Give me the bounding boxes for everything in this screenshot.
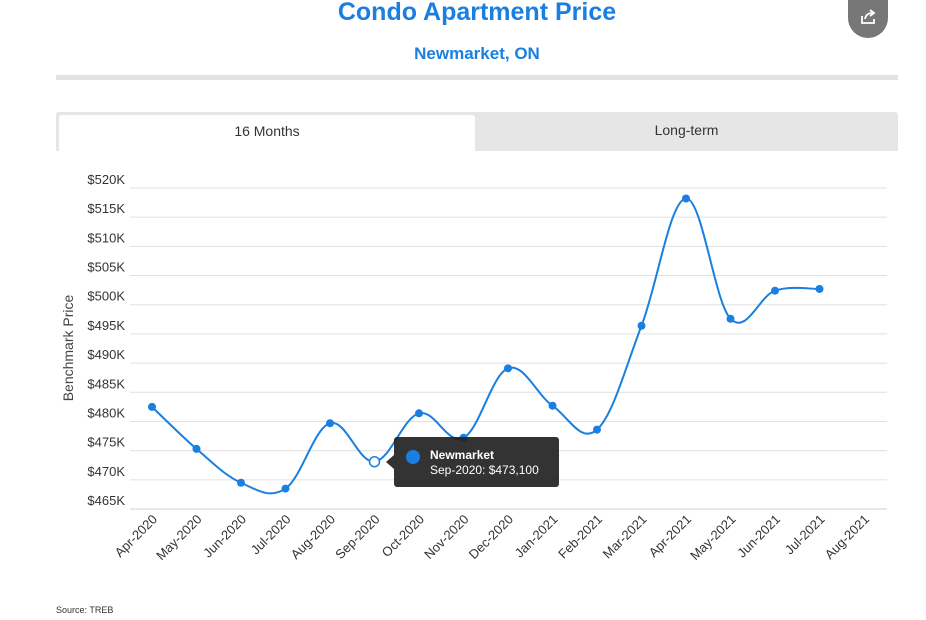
data-point[interactable] [326, 419, 334, 428]
data-point[interactable] [281, 484, 290, 493]
y-axis-label: Benchmark Price [60, 294, 76, 401]
data-point[interactable] [415, 409, 423, 418]
x-tick-label: Dec-2020 [466, 512, 516, 562]
x-tick-label: Nov-2020 [421, 512, 471, 562]
data-point[interactable] [771, 286, 779, 295]
tooltip: Newmarket Sep-2020: $473,100 [386, 437, 559, 487]
x-tick-label: Jun-2021 [734, 512, 783, 561]
share-icon [859, 8, 877, 31]
x-tick-label: Aug-2021 [822, 512, 872, 562]
data-point[interactable] [726, 314, 735, 323]
y-tick-label: $480K [87, 405, 125, 420]
y-tick-label: $495K [87, 318, 125, 333]
grid-lines [130, 187, 887, 510]
y-axis-ticks: $465K $470K $475K $480K $485K $490K $495K $500K… [87, 172, 125, 508]
series-points [148, 194, 824, 493]
y-tick-label: $500K [87, 289, 125, 304]
data-point[interactable] [368, 455, 381, 468]
y-tick-label: $505K [87, 260, 125, 275]
data-point[interactable] [504, 364, 512, 373]
page-subtitle: Newmarket, ON [414, 44, 540, 63]
data-point[interactable] [459, 433, 468, 442]
y-tick-label: $465K [87, 493, 125, 508]
data-point[interactable] [637, 321, 646, 330]
data-point[interactable] [148, 402, 156, 411]
data-point[interactable] [593, 425, 601, 434]
x-tick-label: Mar-2021 [600, 512, 650, 562]
x-tick-label: Oct-2020 [379, 512, 427, 560]
header-divider [56, 75, 898, 80]
y-tick-label: $515K [87, 201, 125, 216]
tooltip-value: Sep-2020: $473,100 [430, 463, 539, 477]
y-tick-label: $520K [87, 172, 125, 187]
tooltip-series-name: Newmarket [430, 448, 494, 462]
tab-long-term[interactable]: Long-term [654, 122, 719, 138]
y-tick-label: $490K [87, 347, 125, 362]
tooltip-series-marker [406, 450, 420, 464]
y-tick-label: $485K [87, 376, 125, 391]
x-tick-label: Feb-2021 [555, 512, 605, 562]
tooltip-box [394, 437, 559, 487]
source-note: Source: TREB [56, 605, 114, 615]
share-button[interactable] [848, 0, 888, 38]
data-point[interactable] [682, 194, 690, 203]
x-tick-label: Jun-2020 [200, 512, 249, 561]
tab-16-months[interactable]: 16 Months [59, 115, 475, 151]
x-tick-label: Jul-2020 [248, 512, 294, 558]
series-line-newmarket [151, 197, 820, 495]
x-axis-ticks: Apr-2020May-2020Jun-2020Jul-2020Aug-2020… [112, 512, 872, 563]
data-point[interactable] [815, 284, 824, 293]
x-tick-label: Apr-2021 [646, 512, 694, 560]
data-point[interactable] [548, 401, 557, 410]
x-tick-label: Aug-2020 [288, 512, 338, 562]
x-tick-label: Sep-2020 [332, 512, 382, 562]
data-point[interactable] [237, 478, 245, 487]
data-point[interactable] [192, 444, 201, 453]
x-tick-label: May-2020 [153, 512, 204, 563]
x-tick-label: Jul-2021 [782, 512, 828, 558]
x-tick-label: Apr-2020 [112, 512, 160, 560]
page-title: Condo Apartment Price [337, 0, 617, 26]
y-tick-label: $510K [87, 230, 125, 245]
x-tick-label: Jan-2021 [512, 512, 561, 561]
range-tabs: 16 Months Long-term [56, 112, 898, 151]
x-tick-label: May-2021 [687, 512, 738, 563]
y-tick-label: $475K [87, 435, 125, 450]
y-tick-label: $470K [87, 464, 125, 479]
tooltip-pointer [386, 455, 394, 469]
